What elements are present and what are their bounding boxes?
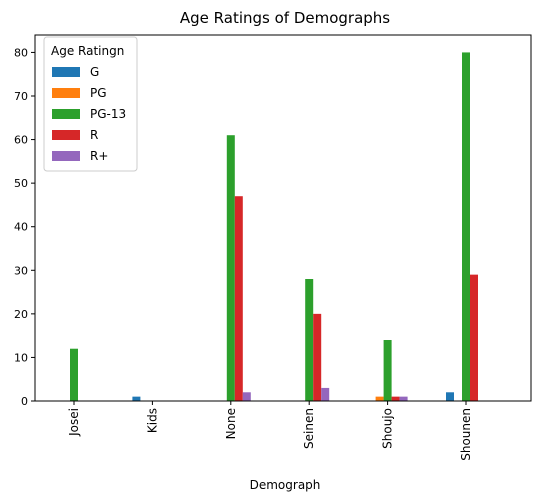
y-tick-label: 50 [14, 177, 28, 190]
x-axis: Josei Kids None Seinen Shoujo Shounen [67, 401, 473, 461]
bar-shoujo-pg [375, 396, 384, 401]
bar-shounen-pg-13 [462, 52, 470, 402]
legend-items: G PG PG-13 R R+ [52, 65, 126, 163]
legend: Age Ratingn G PG PG-13 R R+ [43, 36, 138, 172]
y-tick-label: 0 [21, 395, 28, 408]
bar-none-pg-13 [226, 135, 235, 401]
legend-label-pg-13: PG-13 [90, 107, 126, 121]
bar-none-r+ [242, 392, 251, 401]
y-tick-label: 20 [14, 308, 28, 321]
bar-shoujo-r+ [399, 396, 408, 401]
y-tick-label: 40 [14, 221, 28, 234]
x-tick-label-josei: Josei [67, 408, 81, 437]
plot-frame [34, 34, 532, 402]
y-tick-label: 60 [14, 134, 28, 147]
legend-swatch-pg [52, 88, 80, 98]
x-tick-label-kids: Kids [145, 408, 159, 433]
bar-josei-pg-13 [70, 348, 78, 401]
x-tick-label-shounen: Shounen [459, 408, 473, 461]
bar-kids-g [132, 396, 141, 401]
legend-swatch-g [52, 67, 80, 77]
chart-title: Age Ratings of Demographs [180, 9, 390, 27]
legend-label-g: G [90, 65, 99, 79]
legend-label-pg: PG [90, 86, 107, 100]
y-tick-label: 30 [14, 264, 28, 277]
x-tick-label-none: None [224, 408, 238, 439]
bar-shounen-r [470, 274, 478, 401]
y-tick-label: 10 [14, 351, 28, 364]
bar-shoujo-pg-13 [383, 340, 392, 401]
bars-group [70, 52, 478, 402]
legend-label-r+: R+ [90, 149, 108, 163]
bar-shoujo-r [391, 396, 400, 401]
x-tick-label-seinen: Seinen [302, 408, 316, 449]
bar-seinen-r [313, 313, 322, 401]
legend-swatch-r+ [52, 151, 80, 161]
legend-swatch-r [52, 130, 80, 140]
x-axis-label: Demograph [250, 478, 321, 492]
bar-none-r [234, 196, 243, 401]
x-tick-label-shoujo: Shoujo [381, 408, 395, 449]
bar-seinen-pg-13 [305, 279, 314, 401]
y-tick-label: 70 [14, 90, 28, 103]
y-axis: 0 10 20 30 40 50 60 70 80 [14, 46, 35, 408]
y-tick-label: 80 [14, 46, 28, 59]
legend-label-r: R [90, 128, 98, 142]
bar-shounen-g [446, 392, 454, 401]
legend-title: Age Ratingn [51, 44, 124, 58]
legend-swatch-pg-13 [52, 109, 80, 119]
bar-seinen-r+ [321, 387, 330, 401]
